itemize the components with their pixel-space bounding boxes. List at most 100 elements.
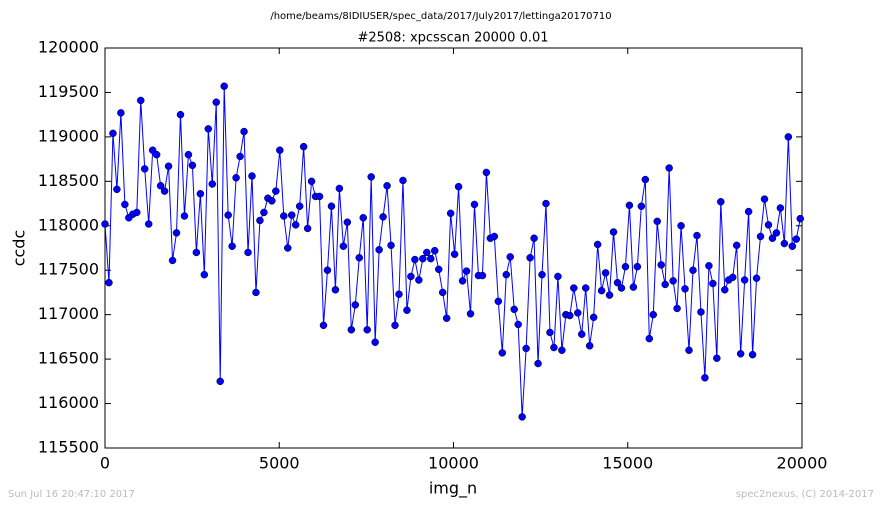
y-tick-label: 116500: [38, 349, 99, 368]
data-point: [192, 248, 201, 257]
data-point: [180, 212, 189, 220]
data-point: [558, 346, 566, 354]
data-point: [530, 234, 538, 242]
data-point: [585, 342, 594, 350]
data-point: [156, 182, 165, 190]
data-point: [363, 326, 371, 334]
data-point: [649, 310, 658, 319]
data-point: [494, 297, 503, 306]
data-point: [796, 214, 805, 223]
y-tick-label: 119000: [38, 126, 99, 145]
data-point: [137, 96, 145, 105]
x-tick-label: 0: [100, 454, 110, 473]
data-point: [287, 211, 296, 219]
data-point: [212, 98, 220, 106]
data-point: [701, 374, 709, 382]
data-point: [689, 266, 697, 274]
data-point: [764, 221, 773, 229]
data-point: [204, 125, 213, 133]
data-point: [717, 198, 725, 206]
data-point: [645, 334, 654, 343]
data-point: [510, 305, 518, 314]
x-tick-label: 5000: [259, 454, 300, 473]
data-point: [665, 164, 673, 172]
y-tick-label: 118500: [38, 171, 99, 190]
data-point: [728, 273, 737, 282]
data-point: [546, 328, 554, 337]
y-tick-label: 117000: [38, 304, 99, 323]
data-point: [240, 127, 248, 136]
data-point: [518, 413, 526, 421]
data-point: [478, 271, 487, 280]
data-point: [319, 321, 328, 330]
data-point: [268, 197, 276, 205]
data-point: [427, 254, 435, 263]
data-point: [760, 195, 769, 203]
data-point: [347, 326, 356, 334]
data-point: [280, 212, 288, 220]
data-point: [184, 150, 193, 159]
data-point: [232, 174, 240, 182]
data-point: [252, 288, 260, 297]
data-point: [387, 241, 395, 250]
data-point: [323, 266, 332, 274]
data-point: [303, 224, 312, 233]
data-point: [566, 311, 574, 320]
data-point: [669, 277, 677, 285]
data-point: [784, 133, 793, 141]
chart-title: #2508: xpcsscan 20000 0.01: [357, 31, 548, 46]
data-point: [375, 246, 383, 254]
data-point: [752, 274, 761, 282]
data-point: [621, 262, 630, 271]
data-point: [705, 262, 713, 270]
data-point: [506, 253, 514, 261]
data-point: [355, 254, 364, 262]
data-point: [653, 217, 661, 226]
data-point: [101, 220, 109, 228]
data-point: [637, 202, 646, 210]
data-point: [661, 280, 669, 289]
data-point: [470, 200, 479, 209]
data-point: [291, 221, 300, 229]
data-point: [208, 180, 217, 188]
data-point: [490, 232, 499, 241]
data-point: [260, 208, 268, 217]
x-tick-label: 20000: [777, 454, 828, 473]
data-point: [105, 278, 113, 287]
data-point: [407, 272, 415, 281]
data-point: [335, 184, 344, 193]
data-point: [482, 168, 491, 177]
data-point: [776, 204, 785, 212]
data-point: [677, 222, 685, 230]
data-point: [780, 239, 789, 248]
suptitle: /home/beams/8IDIUSER/spec_data/2017/July…: [270, 11, 611, 22]
data-point: [550, 343, 558, 352]
data-point: [498, 349, 507, 357]
data-point: [446, 209, 455, 218]
data-point: [379, 213, 387, 221]
data-point: [438, 288, 447, 297]
data-point: [748, 350, 757, 359]
data-point: [121, 200, 129, 209]
data-point: [419, 254, 427, 263]
data-point: [431, 246, 439, 255]
data-point: [117, 109, 125, 117]
data-point: [383, 182, 391, 190]
data-point: [371, 338, 379, 346]
data-point: [740, 276, 749, 284]
data-point: [454, 182, 463, 191]
data-point: [299, 142, 308, 151]
data-point: [685, 346, 693, 354]
data-point: [367, 173, 375, 181]
data-point: [442, 314, 451, 322]
data-point: [284, 244, 292, 252]
data-point: [681, 285, 689, 293]
data-point: [188, 161, 197, 170]
data-point: [228, 242, 236, 250]
data-point: [617, 284, 626, 292]
data-point: [609, 228, 618, 236]
data-point: [709, 279, 717, 288]
data-point: [589, 313, 598, 322]
data-point: [625, 201, 634, 210]
y-tick-label: 115500: [38, 438, 99, 457]
